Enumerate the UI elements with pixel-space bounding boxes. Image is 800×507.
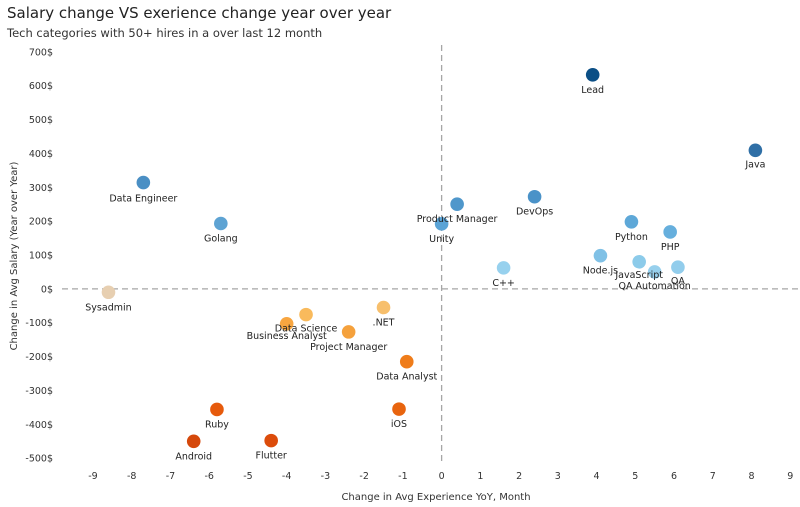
y-tick-label: 300$ xyxy=(29,183,53,194)
point-data-engineer xyxy=(136,175,151,190)
x-tick-label: 8 xyxy=(748,471,754,482)
x-tick-label: -1 xyxy=(398,471,407,482)
point-label: Unity xyxy=(429,234,454,245)
y-tick-label: 400$ xyxy=(29,149,53,160)
x-tick-label: -5 xyxy=(243,471,252,482)
point-java xyxy=(748,143,763,158)
y-tick-label: 0$ xyxy=(41,284,53,295)
point-label: Golang xyxy=(204,234,238,245)
point-php xyxy=(663,225,677,239)
x-axis-ticks: -9 -8 -7 -6 -5 -4 -3 -2 -1 0 1 2 3 4 5 6 7 8 9 xyxy=(88,471,793,482)
x-tick-label: 1 xyxy=(477,471,483,482)
x-tick-label: 7 xyxy=(710,471,716,482)
point-javascript xyxy=(632,254,646,269)
point-label: .NET xyxy=(373,318,395,329)
point-project-manager xyxy=(341,325,356,339)
x-tick-label: -7 xyxy=(166,471,175,482)
point-label: Data Science xyxy=(275,324,338,335)
point-c xyxy=(496,261,511,275)
point-label: C++ xyxy=(492,278,515,289)
point-lead xyxy=(585,68,600,82)
reference-lines xyxy=(62,45,798,465)
chart-title: Salary change VS exerience change year o… xyxy=(7,4,392,22)
y-tick-label: -500$ xyxy=(25,454,53,465)
point-python xyxy=(624,215,639,229)
x-tick-label: 4 xyxy=(594,471,600,482)
point-label: Product Manager xyxy=(417,214,498,225)
point-node-js xyxy=(593,248,608,263)
point-ios xyxy=(392,402,406,416)
point-label: Business Analyst xyxy=(247,331,327,342)
point-net xyxy=(376,300,391,315)
x-tick-label: -4 xyxy=(282,471,291,482)
point-label: Java xyxy=(744,159,765,170)
point-sysadmin xyxy=(101,285,116,300)
x-tick-label: 0 xyxy=(439,471,445,482)
y-tick-label: 600$ xyxy=(29,81,53,92)
x-tick-label: 9 xyxy=(787,471,793,482)
point-flutter xyxy=(264,433,278,448)
point-ruby xyxy=(210,402,224,417)
y-axis-label: Change in Avg Salary (Year over Year) xyxy=(9,161,20,350)
point-labels: Lead Java Data Engineer Golang Product Manag… xyxy=(85,85,765,462)
point-qa-automation xyxy=(647,265,662,279)
y-tick-label: 700$ xyxy=(29,47,53,58)
point-data-analyst xyxy=(399,354,414,369)
point-devops xyxy=(527,189,542,204)
x-tick-label: 6 xyxy=(671,471,677,482)
point-label: Lead xyxy=(581,85,604,96)
x-tick-label: 5 xyxy=(632,471,638,482)
point-label: JavaScript xyxy=(614,270,663,281)
point-label: Python xyxy=(615,232,648,243)
point-label: Ruby xyxy=(205,419,229,430)
x-tick-label: -8 xyxy=(127,471,136,482)
x-tick-label: -6 xyxy=(204,471,213,482)
point-unity xyxy=(434,217,449,231)
data-points xyxy=(101,68,763,449)
x-tick-label: -3 xyxy=(321,471,330,482)
y-tick-label: -300$ xyxy=(25,386,53,397)
point-product-manager xyxy=(450,197,464,211)
point-label: QA Automation xyxy=(619,281,691,292)
point-label: Flutter xyxy=(256,451,287,462)
y-tick-label: -100$ xyxy=(25,318,53,329)
y-tick-label: -400$ xyxy=(25,420,53,431)
x-tick-label: 2 xyxy=(516,471,522,482)
y-axis-ticks: 700$ 600$ 500$ 400$ 300$ 200$ 100$ 0$ -100$ -200$… xyxy=(25,47,53,464)
y-tick-label: 200$ xyxy=(29,217,53,228)
point-label: Data Engineer xyxy=(109,194,177,205)
y-tick-label: 100$ xyxy=(29,251,53,262)
point-data-science xyxy=(299,307,313,322)
point-label: Project Manager xyxy=(310,342,387,353)
point-label: Android xyxy=(175,451,212,462)
x-tick-label: -2 xyxy=(359,471,368,482)
y-tick-label: 500$ xyxy=(29,115,53,126)
point-label: iOS xyxy=(391,419,407,430)
point-label: DevOps xyxy=(516,207,553,218)
point-label: Sysadmin xyxy=(85,302,131,313)
point-golang xyxy=(214,216,228,231)
point-label: Node.js xyxy=(583,266,618,277)
point-business-analyst xyxy=(279,316,294,331)
x-tick-label: -9 xyxy=(88,471,97,482)
x-tick-label: 3 xyxy=(555,471,561,482)
x-axis-label: Change in Avg Experience YoY, Month xyxy=(341,492,530,503)
point-android xyxy=(186,434,201,449)
point-label: PHP xyxy=(661,242,680,253)
point-label: QA xyxy=(671,276,685,287)
point-label: Data Analyst xyxy=(376,372,437,383)
y-tick-label: -200$ xyxy=(25,352,53,363)
point-qa xyxy=(671,260,685,274)
chart-subtitle: Tech categories with 50+ hires in a over… xyxy=(7,26,323,40)
